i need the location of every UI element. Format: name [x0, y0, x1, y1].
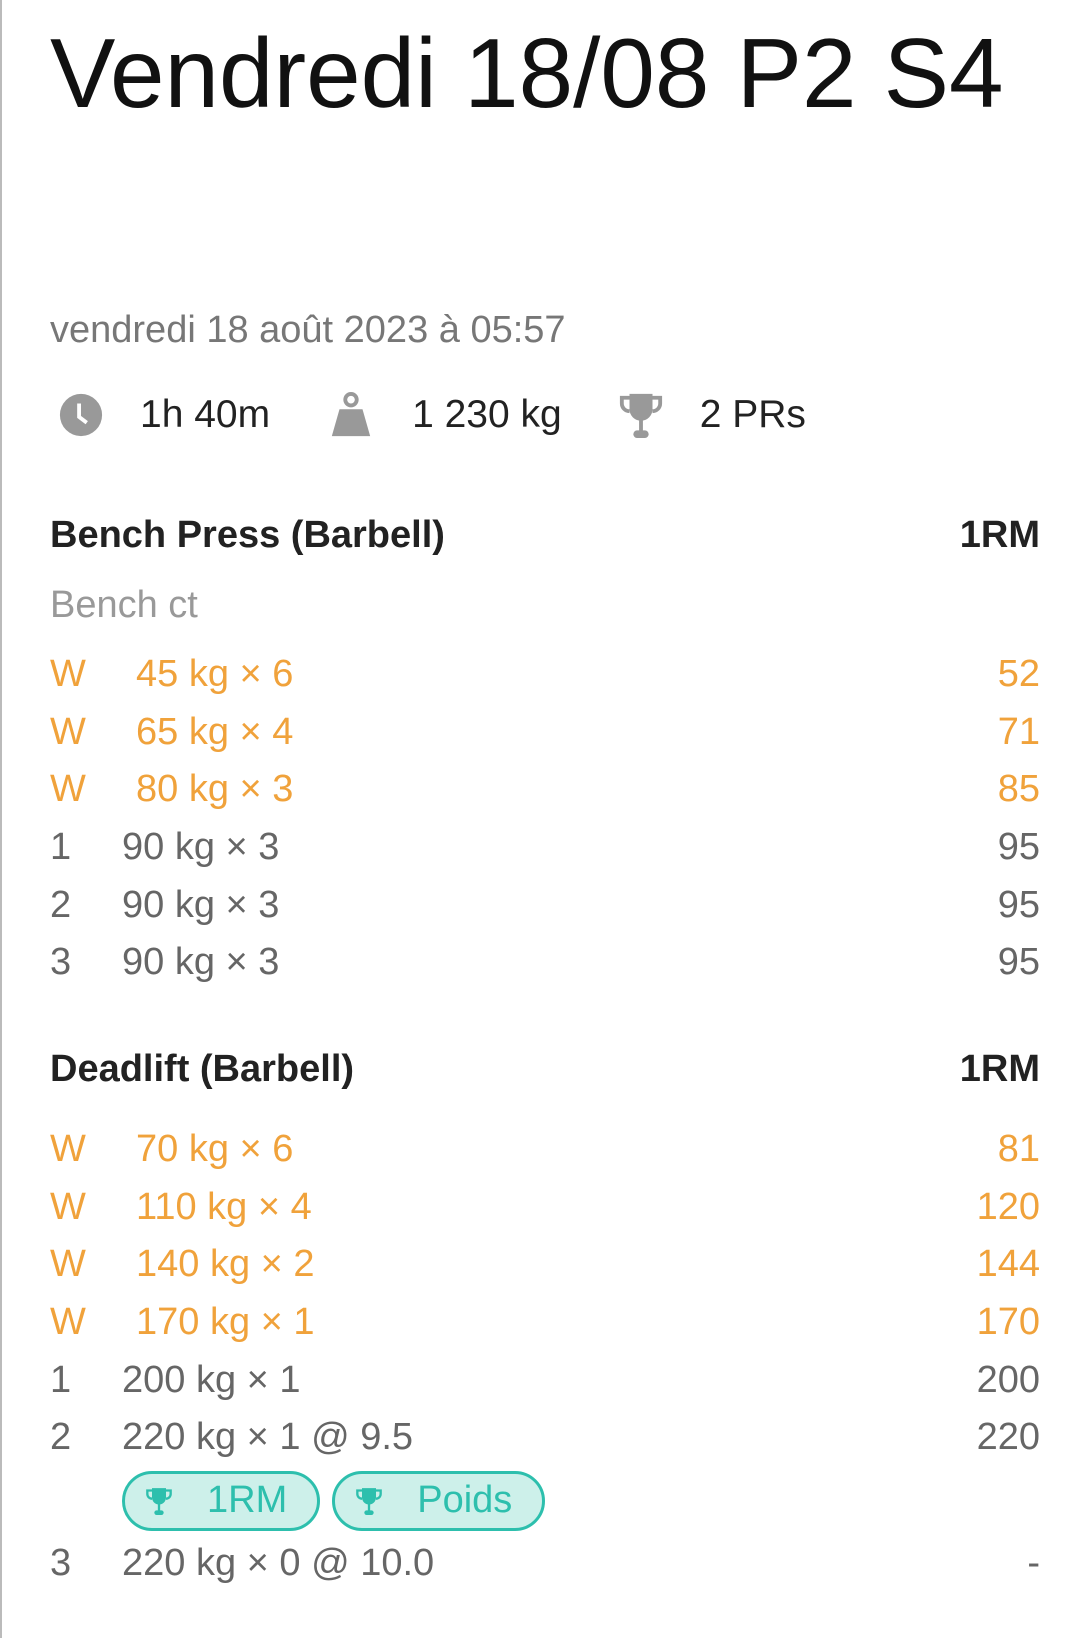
set-row: 1 200 kg × 1 200 — [50, 1351, 1040, 1409]
set-label: W — [50, 1128, 86, 1171]
trophy-icon — [356, 1487, 383, 1515]
exercise-deadlift[interactable]: Deadlift (Barbell) 1RM W 70 kg × 6 81 W 110 … — [50, 1040, 1040, 1592]
set-value: 140 kg × 2 — [136, 1243, 315, 1286]
pr-badges: 1RM Poids — [50, 1467, 1040, 1535]
set-value: 200 kg × 1 — [122, 1358, 301, 1401]
set-label: W — [50, 768, 86, 811]
prs-value: 2 PRs — [699, 393, 806, 436]
set-label: W — [50, 1243, 86, 1286]
duration-stat: 1h 40m — [58, 392, 270, 438]
set-label: 3 — [50, 941, 72, 984]
set-row: 3 90 kg × 3 95 — [50, 934, 1040, 992]
trophy-icon — [146, 1487, 172, 1515]
set-1rm: 220 — [976, 1416, 1040, 1459]
volume-value: 1 230 kg — [412, 393, 562, 436]
metric-header: 1RM — [959, 513, 1040, 556]
set-label: W — [50, 710, 86, 753]
set-label: W — [50, 1301, 86, 1344]
trophy-icon — [619, 393, 662, 438]
workout-stats: 1h 40m 1 230 kg 2 PRs — [58, 390, 862, 440]
set-1rm: 52 — [997, 653, 1040, 696]
set-row: 2 90 kg × 3 95 — [50, 876, 1040, 934]
set-1rm: 95 — [997, 883, 1040, 926]
set-row: 3 220 kg × 0 @ 10.0 - — [50, 1535, 1040, 1593]
set-row: W 170 kg × 1 170 — [50, 1294, 1040, 1352]
set-label: 1 — [50, 1358, 72, 1401]
set-value: 70 kg × 6 — [136, 1128, 294, 1171]
set-value: 65 kg × 4 — [136, 710, 294, 753]
badge-label: 1RM — [207, 1479, 288, 1522]
set-label: W — [50, 1185, 86, 1228]
set-value: 220 kg × 1 @ 9.5 — [122, 1416, 414, 1459]
set-1rm: 144 — [976, 1243, 1040, 1286]
set-1rm: 85 — [997, 768, 1040, 811]
badge-label: Poids — [417, 1479, 513, 1522]
set-row: W 70 kg × 6 81 — [50, 1121, 1040, 1179]
set-row: W 80 kg × 3 85 — [50, 761, 1040, 819]
metric-header: 1RM — [959, 1047, 1040, 1090]
set-label: 3 — [50, 1541, 72, 1584]
clock-icon — [59, 393, 103, 437]
set-value: 90 kg × 3 — [122, 826, 280, 869]
exercise-name: Deadlift (Barbell) — [50, 1047, 355, 1090]
set-value: 220 kg × 0 @ 10.0 — [122, 1541, 435, 1584]
workout-title: Vendredi 18/08 P2 S4 — [50, 18, 1004, 128]
pr-badge-1rm: 1RM — [122, 1470, 321, 1531]
exercise-bench-press[interactable]: Bench Press (Barbell) 1RM Bench ct W 45 kg… — [50, 506, 1040, 992]
set-value: 90 kg × 3 — [122, 883, 280, 926]
set-row: 2 220 kg × 1 @ 9.5 220 — [50, 1409, 1040, 1467]
set-row: W 45 kg × 6 52 — [50, 646, 1040, 704]
set-value: 80 kg × 3 — [136, 768, 294, 811]
volume-stat: 1 230 kg — [326, 392, 562, 438]
set-row: 1 90 kg × 3 95 — [50, 819, 1040, 877]
set-value: 45 kg × 6 — [136, 653, 294, 696]
duration-value: 1h 40m — [140, 393, 271, 436]
set-label: 2 — [50, 1416, 72, 1459]
exercise-note: Bench ct — [50, 583, 198, 626]
set-1rm: 200 — [976, 1358, 1040, 1401]
set-label: 2 — [50, 883, 72, 926]
set-row: W 65 kg × 4 71 — [50, 704, 1040, 762]
set-1rm: 71 — [997, 710, 1040, 753]
set-1rm: - — [1027, 1541, 1040, 1584]
set-value: 90 kg × 3 — [122, 941, 280, 984]
set-1rm: 120 — [976, 1185, 1040, 1228]
prs-stat: 2 PRs — [618, 390, 806, 440]
set-value: 110 kg × 4 — [136, 1185, 312, 1228]
set-value: 170 kg × 1 — [136, 1301, 315, 1344]
set-1rm: 95 — [997, 826, 1040, 869]
set-label: 1 — [50, 826, 72, 869]
pr-badge-weight: Poids — [332, 1470, 546, 1531]
set-1rm: 170 — [976, 1301, 1040, 1344]
set-label: W — [50, 653, 86, 696]
set-row: W 110 kg × 4 120 — [50, 1179, 1040, 1237]
set-1rm: 95 — [997, 941, 1040, 984]
exercise-name: Bench Press (Barbell) — [50, 513, 445, 556]
weight-icon — [331, 392, 371, 437]
set-1rm: 81 — [997, 1128, 1040, 1171]
workout-date: vendredi 18 août 2023 à 05:57 — [50, 309, 566, 351]
screen-edge — [0, 0, 2, 1638]
set-row: W 140 kg × 2 144 — [50, 1236, 1040, 1294]
